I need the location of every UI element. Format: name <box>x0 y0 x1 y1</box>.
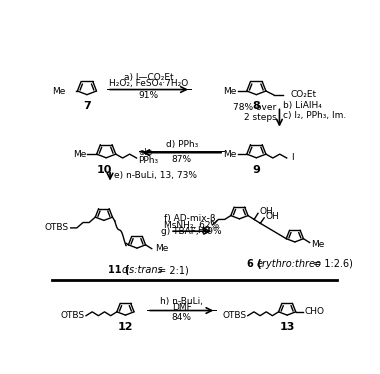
Text: 6 (: 6 ( <box>247 259 262 269</box>
Text: MsNH₂, 62%: MsNH₂, 62% <box>164 221 219 230</box>
Text: a) I—CO₂Et: a) I—CO₂Et <box>124 73 173 82</box>
Text: cis:trans: cis:trans <box>122 265 163 275</box>
Text: 78% over
2 steps: 78% over 2 steps <box>233 103 276 122</box>
Text: = 2:1): = 2:1) <box>155 265 189 275</box>
Text: h) n-BuLi,: h) n-BuLi, <box>160 297 203 306</box>
Text: g) TBAF, 89%: g) TBAF, 89% <box>162 227 222 236</box>
Text: Me: Me <box>223 86 237 95</box>
Text: OTBS: OTBS <box>60 311 84 320</box>
Text: OTBS: OTBS <box>45 223 69 232</box>
Text: 87%: 87% <box>172 155 192 164</box>
Text: OTBS: OTBS <box>222 311 246 320</box>
Text: OH: OH <box>260 207 273 216</box>
Text: 9: 9 <box>252 165 260 175</box>
Text: 12: 12 <box>118 322 133 332</box>
Text: DMF: DMF <box>172 303 192 312</box>
Text: Me: Me <box>73 150 87 159</box>
Text: b) LiAlH₄
c) I₂, PPh₃, Im.: b) LiAlH₄ c) I₂, PPh₃, Im. <box>283 101 346 120</box>
Text: H₂O₂, FeSO₄·7H₂O: H₂O₂, FeSO₄·7H₂O <box>109 79 188 88</box>
Text: Me: Me <box>155 244 168 253</box>
Text: HO: HO <box>197 226 211 235</box>
Text: OH: OH <box>266 212 279 221</box>
Text: = 1:2.6): = 1:2.6) <box>310 259 353 269</box>
Text: CO₂Et: CO₂Et <box>291 91 317 99</box>
Text: d) PPh₃: d) PPh₃ <box>166 141 198 150</box>
Text: ⊕I⊖: ⊕I⊖ <box>138 148 153 157</box>
Text: 7: 7 <box>83 101 91 111</box>
Text: 11 (: 11 ( <box>108 265 129 275</box>
Text: Me: Me <box>311 240 325 249</box>
Text: 13: 13 <box>279 322 295 332</box>
Text: 8: 8 <box>252 101 260 111</box>
Text: e) n-BuLi, 13, 73%: e) n-BuLi, 13, 73% <box>114 171 197 180</box>
Text: I: I <box>291 153 294 162</box>
Text: 84%: 84% <box>172 313 192 322</box>
Text: 91%: 91% <box>138 91 158 100</box>
Text: erythro:threo: erythro:threo <box>256 259 321 269</box>
Text: 10: 10 <box>96 165 112 175</box>
Text: Me: Me <box>223 150 237 159</box>
Text: Me: Me <box>52 86 66 95</box>
Text: PPh₃: PPh₃ <box>138 156 158 165</box>
Text: CHO: CHO <box>305 307 325 316</box>
Text: f) AD-mix-β,: f) AD-mix-β, <box>165 214 219 223</box>
